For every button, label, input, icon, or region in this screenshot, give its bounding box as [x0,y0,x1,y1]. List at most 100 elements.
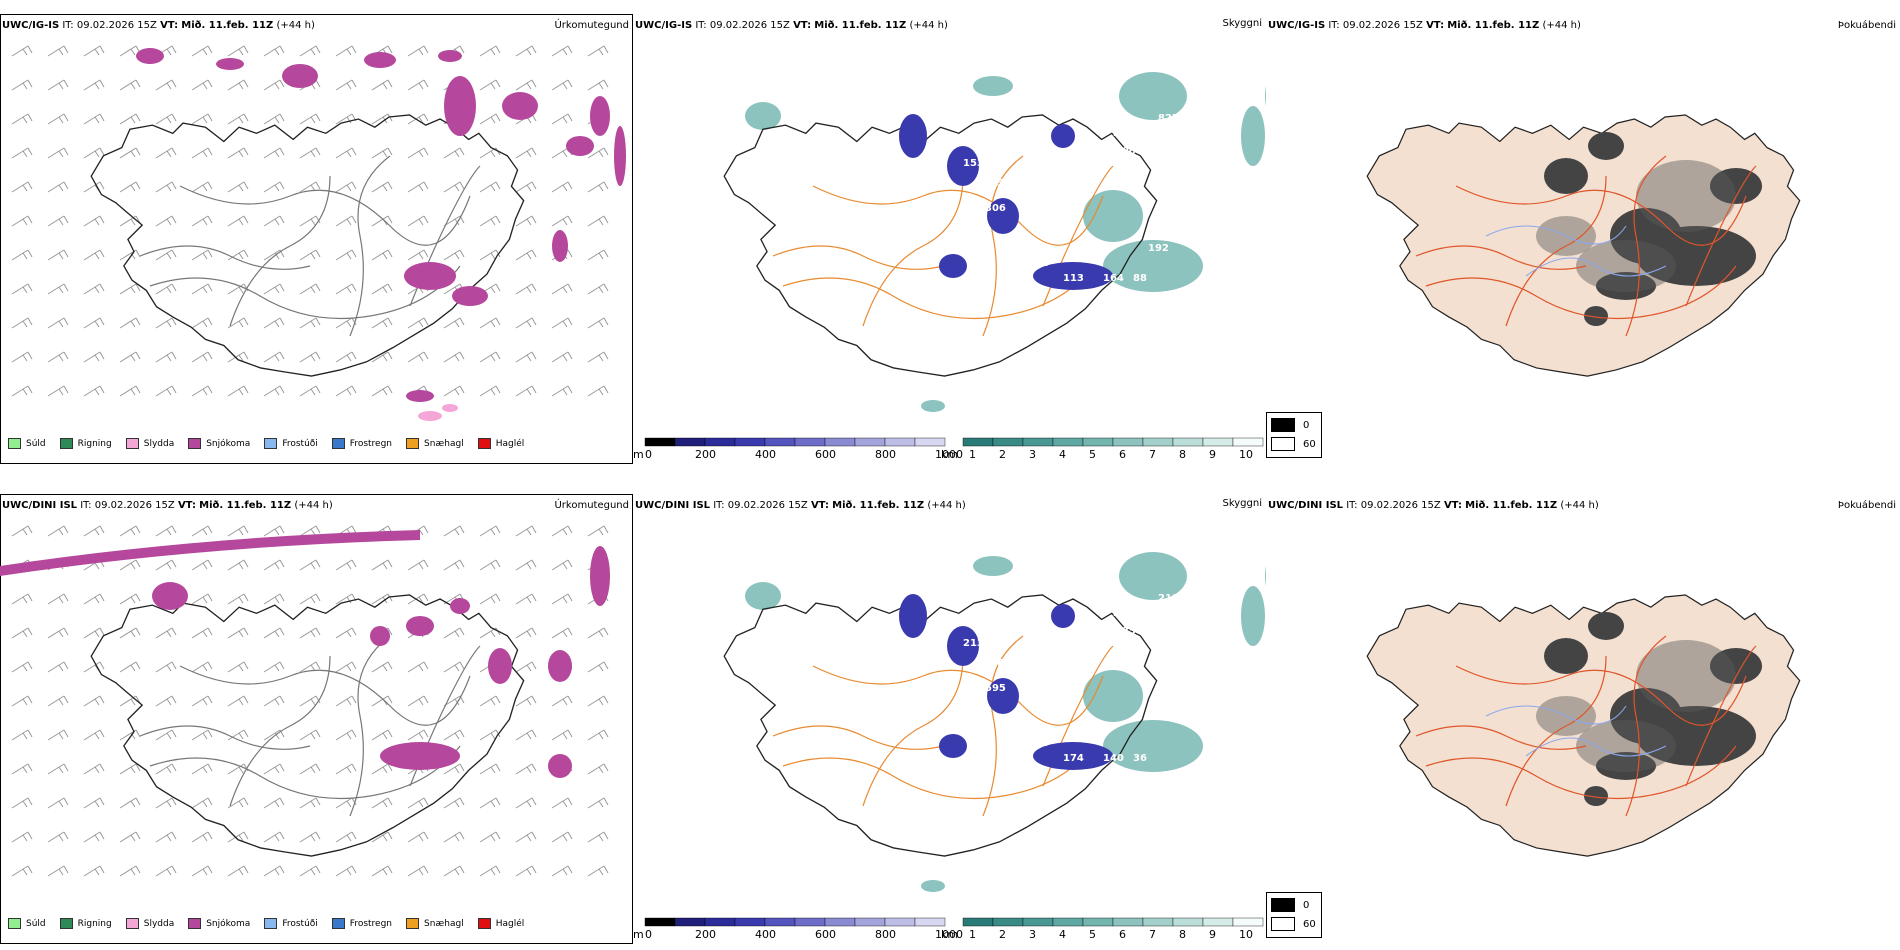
panel-title: Úrkomutegund [554,500,629,511]
ceiling-value-label: 306 [985,203,1006,214]
ceiling-panel-bottom: UWC/DINI ISL IT: 09.02.2026 15Z VT: Mið.… [633,494,1266,944]
wind-barb [191,695,213,707]
wind-barb [479,215,501,227]
wind-barb [83,283,105,295]
snow-area [488,648,512,684]
wind-barb [155,283,177,295]
wind-barb [47,661,69,673]
wind-barb [227,45,249,57]
fog-index-label: 60 [1303,918,1316,930]
wind-barb [155,249,177,261]
wind-barb [83,865,105,877]
legend-label: Rigning [77,918,112,929]
it-value: 09.02.2026 15Z [76,20,157,31]
vt-label: VT: [1443,500,1462,511]
wind-barb [335,317,357,329]
it-value: 09.02.2026 15Z [1342,20,1423,31]
model-label: UWC/IG-IS [1268,20,1326,31]
model-label: UWC/DINI ISL [2,500,78,511]
snow-band [0,530,420,576]
wind-barb [551,593,573,605]
vis-scale-swatch [1202,437,1234,447]
wind-barb [371,147,393,159]
wind-barb [11,695,33,707]
wind-barb [119,181,141,193]
wind-barb [263,45,285,57]
legend-item-slydda: Slydda [125,918,174,929]
wind-barb [479,181,501,193]
ceiling-value-label: 706 [1093,593,1114,604]
wind-barb [263,351,285,363]
wind-barb [47,385,69,397]
wind-barb [299,695,321,707]
wind-barb [515,79,537,91]
fog-index-label: 60 [1303,438,1316,450]
wind-barb [335,249,357,261]
wind-barb [263,283,285,295]
wind-barb [443,351,465,363]
wind-barb [551,627,573,639]
ceiling-value-label: 168 [1003,273,1024,284]
wind-barb [83,627,105,639]
wind-barb [407,661,429,673]
legend-label: Snæhagl [424,918,464,929]
panel-title: Skyggni [1222,498,1262,509]
wind-barb [155,763,177,775]
wind-barb [587,351,609,363]
it-value: 09.02.2026 15Z [1360,500,1441,511]
panel-title: Skyggni [1222,18,1262,29]
wind-barb [191,249,213,261]
ceiling-value-label: 92 [1043,706,1057,717]
wind-barb [371,79,393,91]
fog-panel-top: UWC/IG-IS IT: 09.02.2026 15Z VT: Mið. 11… [1266,14,1900,464]
vis-scale-tick: 10 [1239,448,1253,461]
ceiling-scale-tick: 600 [815,928,836,941]
wind-barb [155,729,177,741]
vis-scale-tick: 4 [1059,448,1066,461]
ceiling-scale-swatch [824,917,856,927]
wind-barb [263,181,285,193]
sleet-area [418,411,442,421]
legend-label: Rigning [77,438,112,449]
wind-barb [155,181,177,193]
wind-barb [587,147,609,159]
wind-barb [11,181,33,193]
visibility-area [921,400,945,412]
wind-barb [587,797,609,809]
snow-area [614,126,626,186]
wind-barb [83,695,105,707]
low-ceiling-area [899,594,927,638]
vt-value: Mið. 11.feb. 11Z [832,500,925,511]
wind-barb [191,729,213,741]
road-line [772,245,944,270]
road-line [349,155,391,337]
low-ceiling-area [987,198,1019,234]
fog-dark-area [1588,612,1624,640]
wind-barb [47,283,69,295]
panel-header: UWC/IG-IS IT: 09.02.2026 15Z VT: Mið. 11… [2,20,315,31]
wind-barb [551,831,573,843]
wind-barb [515,559,537,571]
road-line [862,175,964,327]
legend-item-frostúði: Frostúði [264,438,318,449]
ceiling-scale-swatch [704,437,736,447]
wind-barb [479,385,501,397]
wind-barb [515,729,537,741]
wind-barb [335,763,357,775]
wind-barb [551,181,573,193]
legend-label: Snjókoma [206,438,251,449]
wind-barb [515,385,537,397]
wind-barb [191,661,213,673]
wind-barb [551,317,573,329]
wind-barb [515,351,537,363]
legend-item-haglél: Haglél [477,918,524,929]
road-line [862,655,964,807]
wind-barb [227,147,249,159]
vis-scale-swatch [1232,917,1264,927]
legend-label: Haglél [495,438,525,449]
wind-barb [83,317,105,329]
fog-index-swatch [1271,917,1295,931]
vis-scale-tick: 7 [1149,448,1156,461]
wind-barb [227,385,249,397]
